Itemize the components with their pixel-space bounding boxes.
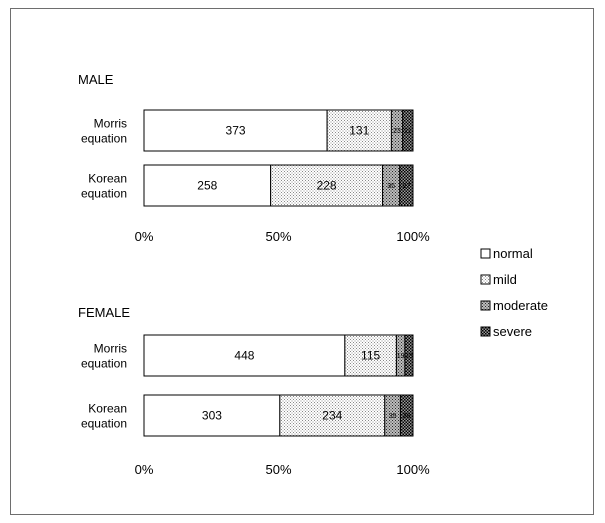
legend-swatch bbox=[480, 300, 491, 311]
bar-segment-mild bbox=[279, 394, 386, 437]
x-tick-label: 50% bbox=[265, 229, 291, 244]
panel-title: FEMALE bbox=[78, 305, 130, 320]
legend-label: moderate bbox=[493, 298, 548, 313]
data-label: 373 bbox=[226, 124, 246, 138]
bar-segment-normal bbox=[143, 109, 328, 152]
x-tick-label: 0% bbox=[135, 229, 154, 244]
legend: normal mild moderate severe bbox=[480, 246, 548, 339]
data-label: 234 bbox=[322, 409, 342, 423]
category-label: Korean equation bbox=[81, 172, 127, 201]
bar-segment-normal bbox=[143, 334, 346, 377]
legend-item-moderate: moderate bbox=[480, 298, 548, 313]
chart-svg: MALE Morris equation 373 131 23 21 Korean equati… bbox=[78, 72, 548, 477]
data-label: 115 bbox=[361, 349, 380, 363]
data-label: 28 bbox=[403, 413, 411, 420]
data-label: 303 bbox=[202, 409, 222, 423]
bar-segment-severe bbox=[404, 334, 414, 377]
legend-label: mild bbox=[493, 272, 517, 287]
bar-segment-normal bbox=[143, 394, 281, 437]
bar-segment-normal bbox=[143, 164, 272, 207]
category-label: Morris equation bbox=[81, 342, 127, 371]
panel-title: MALE bbox=[78, 72, 114, 87]
x-tick-label: 50% bbox=[265, 462, 291, 477]
bar-segment-severe bbox=[399, 394, 414, 437]
legend-label: severe bbox=[493, 324, 532, 339]
legend-swatch bbox=[480, 274, 491, 285]
data-label: 131 bbox=[349, 124, 369, 138]
legend-swatch bbox=[480, 248, 491, 259]
bar-segment-mild bbox=[326, 109, 392, 152]
legend-label: normal bbox=[493, 246, 533, 261]
legend-item-mild: mild bbox=[480, 272, 517, 287]
panel-male: MALE Morris equation 373 131 23 21 Korean equati… bbox=[78, 72, 430, 244]
data-label: 27 bbox=[402, 183, 410, 190]
bar-segment-severe bbox=[402, 109, 414, 152]
data-label: 35 bbox=[389, 413, 397, 420]
legend-swatch bbox=[480, 326, 491, 337]
data-label: 448 bbox=[234, 349, 254, 363]
legend-item-normal: normal bbox=[480, 246, 533, 261]
bar-segment-severe bbox=[399, 164, 414, 207]
category-label: Morris equation bbox=[81, 117, 127, 146]
category-label: Korean equation bbox=[81, 402, 127, 431]
bar-segment-mild bbox=[270, 164, 384, 207]
data-label: 18 bbox=[405, 353, 413, 360]
data-label: 19 bbox=[397, 353, 405, 360]
x-tick-label: 100% bbox=[396, 229, 430, 244]
panel-female: FEMALE Morris equation 448 115 19 18 Korean equa… bbox=[78, 305, 430, 477]
legend-item-severe: severe bbox=[480, 324, 532, 339]
chart-frame: MALE Morris equation 373 131 23 21 Korean equati… bbox=[10, 8, 594, 515]
bar-segment-mild bbox=[344, 334, 397, 377]
data-label: 23 bbox=[393, 128, 401, 135]
x-tick-label: 0% bbox=[135, 462, 154, 477]
x-tick-label: 100% bbox=[396, 462, 430, 477]
data-label: 21 bbox=[404, 128, 412, 135]
data-label: 228 bbox=[317, 179, 337, 193]
data-label: 258 bbox=[197, 179, 217, 193]
data-label: 35 bbox=[387, 183, 395, 190]
